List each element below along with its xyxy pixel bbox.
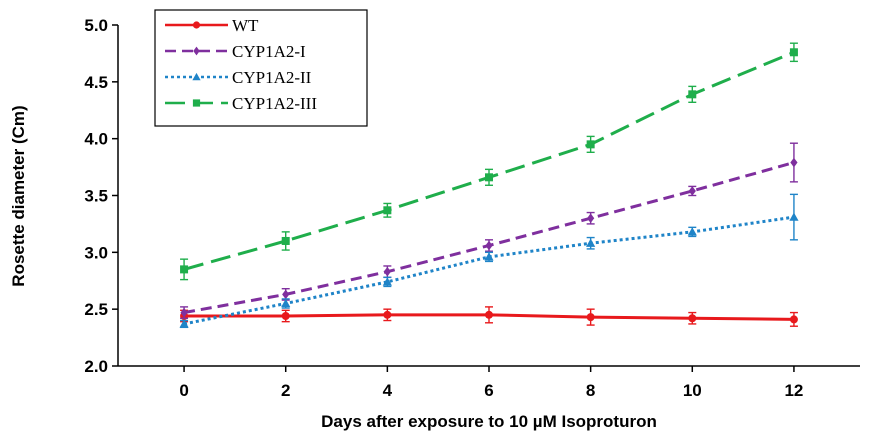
data-point <box>282 289 290 300</box>
data-point <box>688 90 697 99</box>
data-point <box>687 227 697 236</box>
x-tick-label: 6 <box>484 381 493 400</box>
x-tick-label: 4 <box>383 381 393 400</box>
data-point <box>789 315 798 324</box>
y-tick-label: 4.5 <box>84 73 108 92</box>
data-point <box>688 186 696 196</box>
x-tick-label: 0 <box>179 381 188 400</box>
data-point <box>789 48 798 57</box>
data-point <box>383 266 391 277</box>
legend-label: CYP1A2-I <box>232 42 306 61</box>
legend-marker <box>192 99 201 107</box>
legend-label: CYP1A2-II <box>232 68 312 87</box>
y-ticks: 2.0 2.5 3.0 3.5 4.0 4.5 5.0 <box>84 16 118 376</box>
legend-box <box>154 9 368 127</box>
data-point <box>789 212 799 221</box>
x-axis-title: Days after exposure to 10 µM Isoproturon <box>321 412 657 431</box>
series-cyp1a2-ii <box>179 193 799 329</box>
data-point <box>485 310 493 319</box>
legend-label: CYP1A2-III <box>232 94 317 113</box>
legend-label: WT <box>232 16 259 35</box>
data-point <box>790 157 798 168</box>
series-cyp1a2-iii <box>180 42 798 281</box>
data-point <box>281 236 290 245</box>
series-layer <box>179 42 799 329</box>
data-point <box>688 314 697 323</box>
legend-marker <box>193 46 200 56</box>
x-tick-label: 12 <box>784 381 803 400</box>
data-point <box>382 277 392 286</box>
legend: WT CYP1A2-I CYP1A2-II CYP1A2-III <box>154 9 368 127</box>
data-point <box>383 310 392 319</box>
data-point <box>484 252 494 261</box>
series-wt <box>180 306 798 327</box>
data-point <box>180 307 188 318</box>
data-point <box>587 213 595 224</box>
data-point <box>485 240 493 251</box>
x-tick-label: 8 <box>586 381 595 400</box>
y-tick-label: 4.0 <box>84 130 108 149</box>
data-point <box>281 298 291 308</box>
y-tick-label: 3.0 <box>84 243 108 262</box>
data-point <box>586 140 595 149</box>
data-point <box>281 311 290 320</box>
data-point <box>179 319 189 328</box>
y-tick-label: 2.5 <box>84 300 108 319</box>
data-point <box>586 313 595 322</box>
y-tick-label: 5.0 <box>84 16 108 35</box>
y-tick-label: 2.0 <box>84 357 108 376</box>
x-tick-label: 10 <box>683 381 702 400</box>
x-tick-label: 2 <box>281 381 290 400</box>
data-point <box>383 206 392 215</box>
x-ticks: 0 2 4 6 8 10 12 <box>179 366 803 400</box>
data-point <box>586 238 596 247</box>
legend-marker <box>192 21 201 29</box>
y-axis-title: Rosette diameter (Cm) <box>9 105 28 286</box>
data-point <box>180 265 189 274</box>
legend-marker <box>192 72 201 81</box>
data-point <box>485 173 493 182</box>
y-tick-label: 3.5 <box>84 187 108 206</box>
